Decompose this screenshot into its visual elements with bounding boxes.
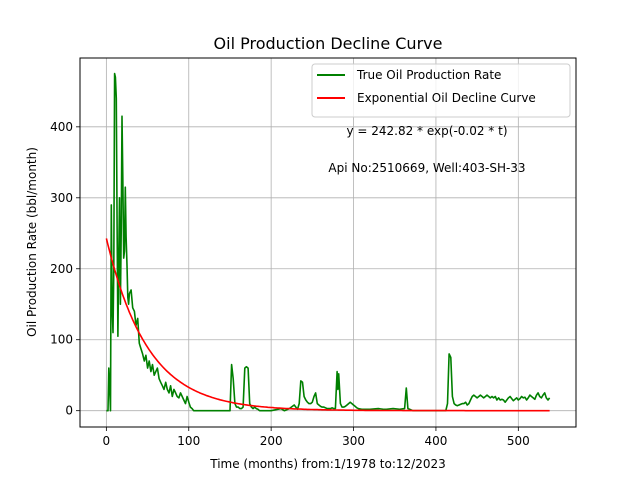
legend-label-exponential-decline: Exponential Oil Decline Curve xyxy=(357,91,536,105)
true-production-line xyxy=(106,72,551,412)
series-layer xyxy=(105,72,551,412)
y-axis-label: Oil Production Rate (bbl/month) xyxy=(25,147,39,337)
y-tick-label: 100 xyxy=(50,333,73,347)
well-info-annotation: Api No:2510669, Well:403-SH-33 xyxy=(328,161,525,175)
x-tick-label: 200 xyxy=(260,434,283,448)
chart-legend: True Oil Production Rate Exponential Oil… xyxy=(311,63,571,118)
x-tick-label: 500 xyxy=(507,434,530,448)
y-tick-label: 0 xyxy=(65,404,73,418)
y-tick-label: 200 xyxy=(50,262,73,276)
chart-title: Oil Production Decline Curve xyxy=(214,34,443,53)
legend-label-true-production: True Oil Production Rate xyxy=(356,68,501,82)
x-tick-label: 400 xyxy=(424,434,447,448)
exponential-decline-line xyxy=(105,238,550,412)
plot-frame xyxy=(79,57,577,428)
x-tick-label: 0 xyxy=(103,434,111,448)
legend-box xyxy=(311,63,571,118)
x-tick-label: 100 xyxy=(177,434,200,448)
y-axis-ticks: 0 100 200 300 400 xyxy=(50,120,80,418)
x-tick-label: 300 xyxy=(342,434,365,448)
fit-equation-annotation: y = 242.82 * exp(-0.02 * t) xyxy=(346,124,507,138)
x-axis-ticks: 0 100 200 300 400 500 xyxy=(103,427,530,448)
y-tick-label: 400 xyxy=(50,120,73,134)
x-axis-label: Time (months) from:1/1978 to:12/2023 xyxy=(209,457,446,471)
grid-lines xyxy=(80,58,576,427)
y-tick-label: 300 xyxy=(50,191,73,205)
